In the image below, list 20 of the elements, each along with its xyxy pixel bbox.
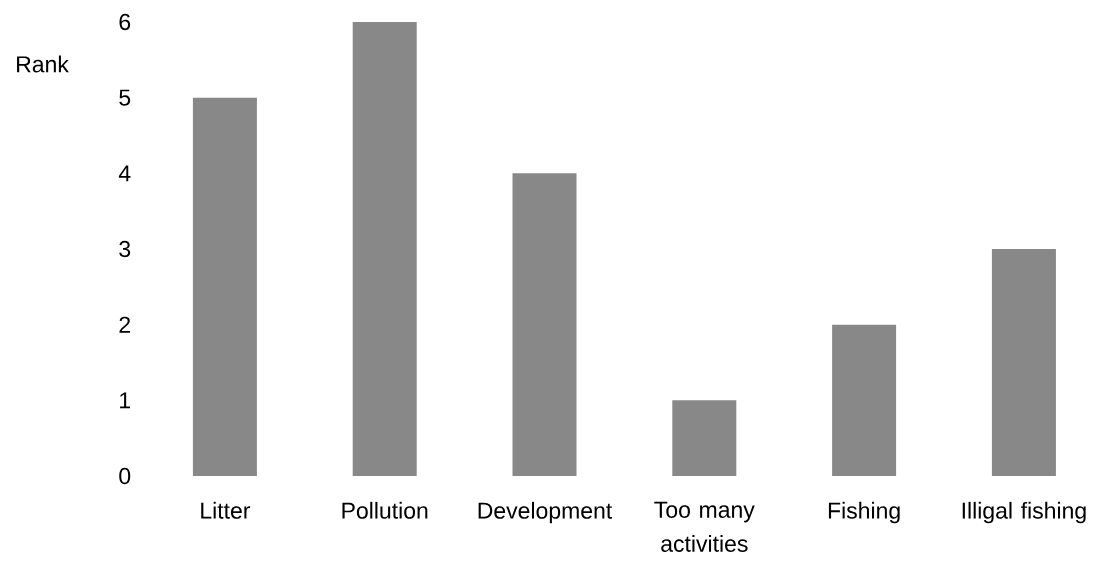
bar [192,97,257,476]
bar [512,173,577,476]
y-axis-title: Rank [17,55,69,73]
x-tick-label: Development [478,501,613,524]
bar [991,249,1056,476]
x-tick-label: Fishing [828,501,900,524]
y-tick-label: 5 [119,89,131,106]
y-tick-label: 1 [120,392,131,409]
bar [832,324,897,476]
y-tick-label: 3 [119,240,131,258]
bar [352,22,417,476]
y-tick-label: 0 [119,467,131,485]
y-tick-label: 6 [119,13,131,31]
y-tick-label: 4 [118,165,131,182]
x-tick-label: Too many activities [654,501,755,552]
bar [672,400,737,476]
x-tick-label: Illigal fishing [962,501,1086,524]
x-tick-label: Pollution [342,501,428,519]
x-tick-label: Litter [201,501,251,519]
y-tick-label: 2 [119,316,130,333]
